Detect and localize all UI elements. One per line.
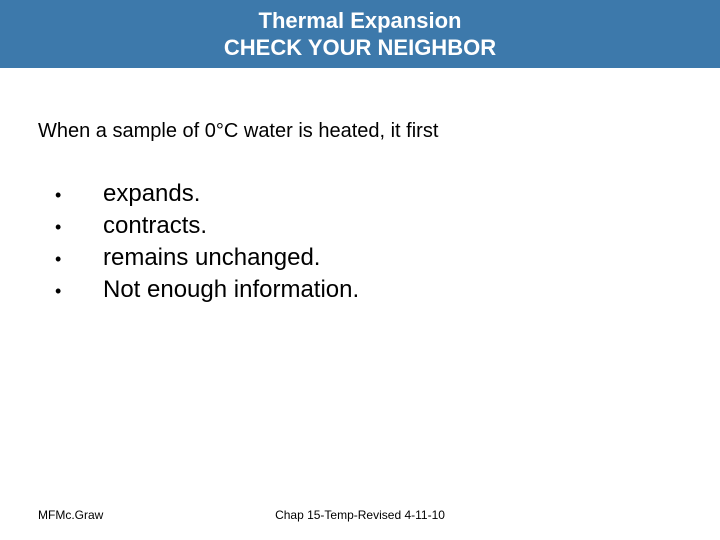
answer-list: • expands. • contracts. • remains unchan… xyxy=(55,180,359,308)
answer-option-3: remains unchanged. xyxy=(103,244,320,272)
slide-container: Thermal Expansion CHECK YOUR NEIGHBOR Wh… xyxy=(0,0,720,540)
footer-left-text: MFMc.Graw xyxy=(38,508,103,522)
answer-option-2: contracts. xyxy=(103,212,207,240)
bullet-icon: • xyxy=(55,217,103,238)
list-item: • remains unchanged. xyxy=(55,244,359,272)
bullet-icon: • xyxy=(55,185,103,206)
answer-option-4: Not enough information. xyxy=(103,276,359,304)
list-item: • contracts. xyxy=(55,212,359,240)
question-text: When a sample of 0°C water is heated, it… xyxy=(38,120,438,143)
list-item: • expands. xyxy=(55,180,359,208)
header-title-line1: Thermal Expansion xyxy=(259,7,462,35)
answer-option-1: expands. xyxy=(103,180,200,208)
bullet-icon: • xyxy=(55,249,103,270)
slide-footer: MFMc.Graw Chap 15-Temp-Revised 4-11-10 xyxy=(0,508,720,522)
bullet-icon: • xyxy=(55,281,103,302)
list-item: • Not enough information. xyxy=(55,276,359,304)
footer-center-text: Chap 15-Temp-Revised 4-11-10 xyxy=(0,508,720,522)
slide-header: Thermal Expansion CHECK YOUR NEIGHBOR xyxy=(0,0,720,68)
header-title-line2: CHECK YOUR NEIGHBOR xyxy=(224,34,496,62)
